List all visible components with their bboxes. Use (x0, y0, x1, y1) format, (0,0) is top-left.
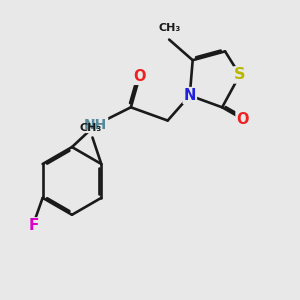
Text: N: N (184, 88, 196, 103)
Text: S: S (234, 68, 246, 82)
Text: CH₃: CH₃ (158, 23, 180, 33)
Text: O: O (134, 69, 146, 84)
Text: F: F (28, 218, 39, 233)
Text: NH: NH (84, 118, 107, 132)
Text: CH₃: CH₃ (80, 123, 102, 133)
Text: O: O (236, 112, 249, 127)
